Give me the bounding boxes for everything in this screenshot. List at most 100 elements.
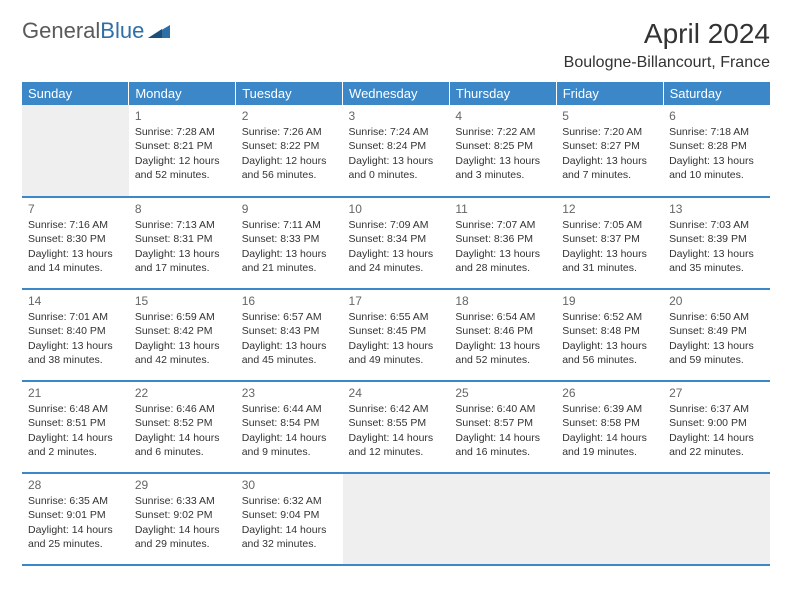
daylight-text: Daylight: 14 hours and 16 minutes.: [455, 431, 550, 459]
day-number: 16: [242, 293, 337, 309]
sunrise-text: Sunrise: 7:26 AM: [242, 125, 337, 139]
sunset-text: Sunset: 8:45 PM: [349, 324, 444, 338]
weekday-header: Sunday: [22, 82, 129, 105]
daylight-text: Daylight: 13 hours and 35 minutes.: [669, 247, 764, 275]
day-number: 4: [455, 108, 550, 124]
daylight-text: Daylight: 13 hours and 56 minutes.: [562, 339, 657, 367]
day-number: 5: [562, 108, 657, 124]
sunrise-text: Sunrise: 6:39 AM: [562, 402, 657, 416]
daylight-text: Daylight: 14 hours and 29 minutes.: [135, 523, 230, 551]
sunset-text: Sunset: 9:04 PM: [242, 508, 337, 522]
calendar-day-cell: 26Sunrise: 6:39 AMSunset: 8:58 PMDayligh…: [556, 381, 663, 473]
sunset-text: Sunset: 8:25 PM: [455, 139, 550, 153]
sunrise-text: Sunrise: 6:37 AM: [669, 402, 764, 416]
sunrise-text: Sunrise: 7:28 AM: [135, 125, 230, 139]
day-number: 21: [28, 385, 123, 401]
sunrise-text: Sunrise: 6:48 AM: [28, 402, 123, 416]
calendar-day-cell: 19Sunrise: 6:52 AMSunset: 8:48 PMDayligh…: [556, 289, 663, 381]
calendar-body: 1Sunrise: 7:28 AMSunset: 8:21 PMDaylight…: [22, 105, 770, 565]
day-number: 17: [349, 293, 444, 309]
calendar-day-cell: 12Sunrise: 7:05 AMSunset: 8:37 PMDayligh…: [556, 197, 663, 289]
sunset-text: Sunset: 8:54 PM: [242, 416, 337, 430]
sunrise-text: Sunrise: 6:33 AM: [135, 494, 230, 508]
sunrise-text: Sunrise: 7:24 AM: [349, 125, 444, 139]
weekday-header: Saturday: [663, 82, 770, 105]
day-number: 3: [349, 108, 444, 124]
calendar-day-cell: 25Sunrise: 6:40 AMSunset: 8:57 PMDayligh…: [449, 381, 556, 473]
sunset-text: Sunset: 8:43 PM: [242, 324, 337, 338]
sunrise-text: Sunrise: 7:05 AM: [562, 218, 657, 232]
sunset-text: Sunset: 9:01 PM: [28, 508, 123, 522]
calendar-day-cell: 2Sunrise: 7:26 AMSunset: 8:22 PMDaylight…: [236, 105, 343, 197]
sunset-text: Sunset: 8:28 PM: [669, 139, 764, 153]
daylight-text: Daylight: 13 hours and 7 minutes.: [562, 154, 657, 182]
weekday-header: Wednesday: [343, 82, 450, 105]
sunrise-text: Sunrise: 7:07 AM: [455, 218, 550, 232]
daylight-text: Daylight: 13 hours and 10 minutes.: [669, 154, 764, 182]
calendar-day-cell: 27Sunrise: 6:37 AMSunset: 9:00 PMDayligh…: [663, 381, 770, 473]
location: Boulogne-Billancourt, France: [564, 54, 770, 72]
sunset-text: Sunset: 8:51 PM: [28, 416, 123, 430]
calendar-day-cell: 15Sunrise: 6:59 AMSunset: 8:42 PMDayligh…: [129, 289, 236, 381]
calendar-day-cell: 29Sunrise: 6:33 AMSunset: 9:02 PMDayligh…: [129, 473, 236, 565]
calendar-week-row: 7Sunrise: 7:16 AMSunset: 8:30 PMDaylight…: [22, 197, 770, 289]
sunset-text: Sunset: 8:24 PM: [349, 139, 444, 153]
daylight-text: Daylight: 14 hours and 9 minutes.: [242, 431, 337, 459]
weekday-header: Tuesday: [236, 82, 343, 105]
sunrise-text: Sunrise: 6:32 AM: [242, 494, 337, 508]
sunrise-text: Sunrise: 7:22 AM: [455, 125, 550, 139]
daylight-text: Daylight: 13 hours and 52 minutes.: [455, 339, 550, 367]
calendar-day-cell: 7Sunrise: 7:16 AMSunset: 8:30 PMDaylight…: [22, 197, 129, 289]
sunset-text: Sunset: 8:27 PM: [562, 139, 657, 153]
day-number: 10: [349, 201, 444, 217]
calendar-page: GeneralBlue April 2024 Boulogne-Billanco…: [0, 0, 792, 584]
day-number: 11: [455, 201, 550, 217]
day-number: 15: [135, 293, 230, 309]
day-number: 22: [135, 385, 230, 401]
calendar-day-cell: [556, 473, 663, 565]
day-number: 8: [135, 201, 230, 217]
calendar-day-cell: [663, 473, 770, 565]
sunset-text: Sunset: 8:34 PM: [349, 232, 444, 246]
sunset-text: Sunset: 8:22 PM: [242, 139, 337, 153]
title-block: April 2024 Boulogne-Billancourt, France: [564, 18, 770, 72]
sunrise-text: Sunrise: 7:03 AM: [669, 218, 764, 232]
calendar-week-row: 1Sunrise: 7:28 AMSunset: 8:21 PMDaylight…: [22, 105, 770, 197]
calendar-table: SundayMondayTuesdayWednesdayThursdayFrid…: [22, 82, 770, 566]
sunrise-text: Sunrise: 6:55 AM: [349, 310, 444, 324]
calendar-day-cell: [343, 473, 450, 565]
sunrise-text: Sunrise: 6:46 AM: [135, 402, 230, 416]
daylight-text: Daylight: 13 hours and 38 minutes.: [28, 339, 123, 367]
logo: GeneralBlue: [22, 18, 170, 44]
calendar-day-cell: [22, 105, 129, 197]
sunset-text: Sunset: 8:42 PM: [135, 324, 230, 338]
calendar-day-cell: 1Sunrise: 7:28 AMSunset: 8:21 PMDaylight…: [129, 105, 236, 197]
sunset-text: Sunset: 8:33 PM: [242, 232, 337, 246]
sunrise-text: Sunrise: 6:44 AM: [242, 402, 337, 416]
day-number: 18: [455, 293, 550, 309]
sunset-text: Sunset: 9:00 PM: [669, 416, 764, 430]
sunrise-text: Sunrise: 7:18 AM: [669, 125, 764, 139]
month-title: April 2024: [564, 18, 770, 50]
calendar-header-row: SundayMondayTuesdayWednesdayThursdayFrid…: [22, 82, 770, 105]
calendar-day-cell: 3Sunrise: 7:24 AMSunset: 8:24 PMDaylight…: [343, 105, 450, 197]
sunrise-text: Sunrise: 6:54 AM: [455, 310, 550, 324]
daylight-text: Daylight: 14 hours and 25 minutes.: [28, 523, 123, 551]
weekday-header: Monday: [129, 82, 236, 105]
daylight-text: Daylight: 14 hours and 12 minutes.: [349, 431, 444, 459]
daylight-text: Daylight: 12 hours and 52 minutes.: [135, 154, 230, 182]
sunrise-text: Sunrise: 7:11 AM: [242, 218, 337, 232]
calendar-day-cell: 11Sunrise: 7:07 AMSunset: 8:36 PMDayligh…: [449, 197, 556, 289]
sunrise-text: Sunrise: 7:20 AM: [562, 125, 657, 139]
sunset-text: Sunset: 8:31 PM: [135, 232, 230, 246]
calendar-day-cell: 17Sunrise: 6:55 AMSunset: 8:45 PMDayligh…: [343, 289, 450, 381]
calendar-day-cell: 21Sunrise: 6:48 AMSunset: 8:51 PMDayligh…: [22, 381, 129, 473]
logo-text-2: Blue: [100, 18, 144, 43]
calendar-day-cell: 13Sunrise: 7:03 AMSunset: 8:39 PMDayligh…: [663, 197, 770, 289]
weekday-header: Thursday: [449, 82, 556, 105]
sunset-text: Sunset: 8:39 PM: [669, 232, 764, 246]
calendar-day-cell: 23Sunrise: 6:44 AMSunset: 8:54 PMDayligh…: [236, 381, 343, 473]
sunset-text: Sunset: 8:37 PM: [562, 232, 657, 246]
sunset-text: Sunset: 8:57 PM: [455, 416, 550, 430]
sunrise-text: Sunrise: 6:59 AM: [135, 310, 230, 324]
